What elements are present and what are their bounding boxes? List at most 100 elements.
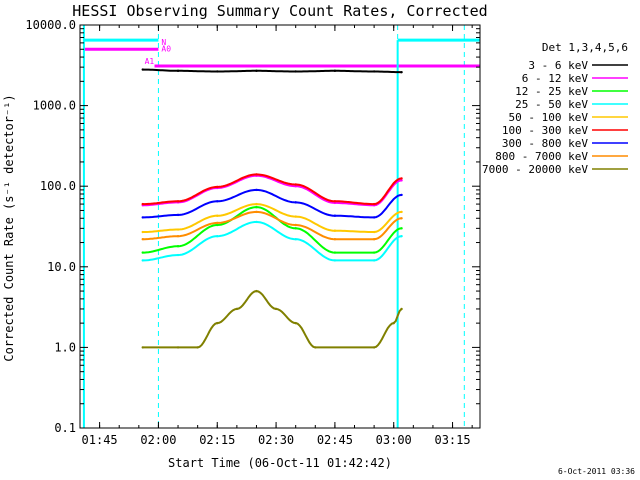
series-7-point-3 [255, 210, 258, 214]
x-tick-label-3: 02:30 [258, 433, 294, 447]
x-tick-label-0: 01:45 [82, 433, 118, 447]
x-tick-label-5: 03:00 [376, 433, 412, 447]
series-line-5 [142, 173, 402, 206]
series-4-point-2 [216, 214, 219, 217]
plot-frame [79, 24, 481, 429]
series-4-point-5 [333, 229, 337, 232]
legend-label-8: 7000 - 20000 keV [482, 163, 588, 176]
series-line-3 [142, 221, 402, 262]
series-6-point-5 [333, 214, 337, 217]
attenuator-label-1: A0 [161, 44, 171, 53]
series-6-point-4 [294, 201, 297, 204]
series-line-7 [142, 210, 402, 241]
series-6-point-3 [255, 188, 258, 192]
legend-label-7: 800 - 7000 keV [495, 150, 588, 163]
series-8-point-2 [196, 346, 199, 349]
legend-label-3: 25 - 50 keV [515, 98, 588, 111]
series-5-point-2 [216, 185, 219, 189]
chart-title: HESSI Observing Summary Count Rates, Cor… [72, 2, 487, 20]
series-3-point-5 [333, 259, 337, 262]
y-tick-label-1: 1000.0 [33, 99, 76, 113]
series-2-point-4 [294, 227, 297, 230]
series-line-1 [142, 174, 402, 207]
series-2-point-0 [141, 251, 144, 254]
legend-label-4: 50 - 100 keV [509, 111, 589, 124]
series-3-point-1 [176, 253, 180, 257]
series-line-4 [142, 203, 402, 233]
series-5-point-7 [400, 177, 403, 180]
series-2-point-2 [216, 223, 219, 227]
series-5-point-0 [141, 202, 144, 206]
footer-timestamp: 6-Oct-2011 03:36 [558, 467, 635, 476]
series-4-point-0 [141, 230, 144, 234]
y-tick-label-2: 100.0 [40, 179, 76, 193]
series-3-point-6 [372, 259, 376, 262]
series-7-point-7 [400, 217, 403, 220]
series-7-point-4 [294, 223, 297, 227]
x-tick-label-4: 02:45 [317, 433, 353, 447]
series-0-point-2 [216, 70, 219, 73]
series-3-point-0 [141, 259, 144, 262]
series-2-point-5 [333, 251, 337, 254]
series-3-point-7 [400, 234, 403, 238]
series-8-point-9 [372, 346, 376, 349]
x-tick-label-1: 02:00 [140, 433, 176, 447]
series-line-8 [142, 290, 403, 349]
series-5-point-6 [372, 202, 376, 206]
series-line-2 [142, 206, 402, 254]
series-4-point-6 [372, 230, 376, 234]
x-axis-label: Start Time (06-Oct-11 01:42:42) [168, 456, 392, 470]
series-3-point-4 [294, 238, 297, 241]
attenuator-label-2: A1 [145, 57, 155, 66]
x-tick-label-6: 03:15 [434, 433, 470, 447]
series-0-point-0 [141, 68, 144, 71]
series-7-point-0 [141, 238, 144, 241]
series-0-point-6 [372, 70, 376, 73]
series-7-point-2 [216, 221, 219, 225]
series-2-point-1 [176, 245, 180, 248]
series-0-point-7 [400, 70, 403, 74]
series-0-point-5 [333, 69, 337, 73]
series-5-point-3 [255, 173, 258, 176]
legend-label-5: 100 - 300 keV [502, 124, 588, 137]
legend-title: Det 1,3,4,5,6 [542, 41, 628, 54]
series-0-point-3 [255, 69, 258, 73]
series-6-point-0 [141, 216, 144, 219]
series-3-point-3 [255, 220, 258, 224]
series-line-0 [142, 68, 402, 74]
series-8-point-8 [314, 346, 317, 349]
series-7-point-5 [333, 238, 337, 241]
plot-area: NA0 A1 [82, 25, 480, 428]
series-8-point-4 [235, 307, 239, 311]
legend-label-1: 6 - 12 keV [522, 72, 589, 85]
series-2-point-3 [255, 205, 258, 209]
series-5-point-5 [333, 200, 337, 203]
series-8-point-3 [216, 321, 219, 325]
series-2-point-7 [400, 227, 403, 230]
series-7-point-1 [176, 234, 180, 238]
series-5-point-4 [294, 183, 297, 186]
series-0-point-4 [294, 70, 297, 73]
series-5-point-1 [176, 200, 180, 203]
series-8-point-0 [141, 346, 144, 349]
y-tick-label-3: 10.0 [47, 260, 76, 274]
series-8-point-10 [392, 321, 395, 325]
series-8-point-5 [255, 289, 258, 293]
legend-label-6: 300 - 800 keV [502, 137, 588, 150]
legend-label-0: 3 - 6 keV [528, 59, 588, 72]
legend-label-2: 12 - 25 keV [515, 85, 588, 98]
series-6-point-6 [372, 216, 376, 219]
series-8-point-11 [400, 307, 403, 311]
series-0-point-1 [176, 69, 180, 73]
series-6-point-1 [176, 213, 180, 217]
series-1-point-7 [400, 179, 403, 182]
series-8-point-1 [176, 346, 180, 349]
series-3-point-2 [216, 234, 219, 238]
y-axis-label: Corrected Count Rate (s⁻¹ detector⁻¹) [2, 94, 16, 361]
series-7-point-6 [372, 238, 376, 241]
attenuator-label-0: N [161, 38, 166, 47]
series-4-point-7 [400, 210, 403, 214]
x-tick-label-2: 02:15 [199, 433, 235, 447]
